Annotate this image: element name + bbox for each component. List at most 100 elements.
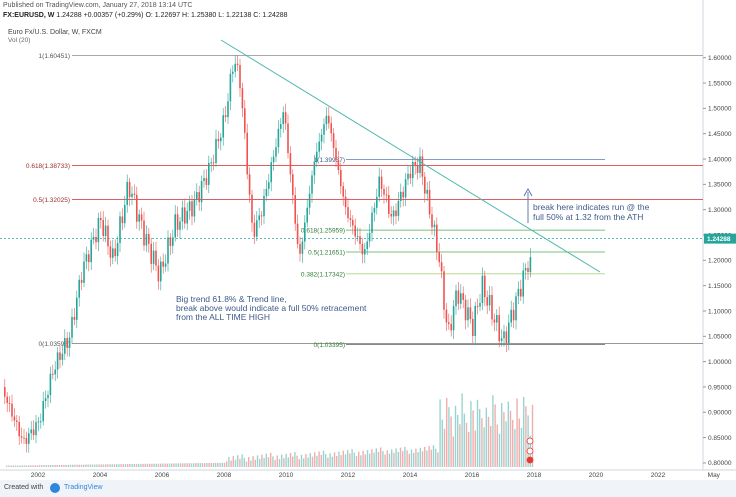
- volume-bar: [10, 465, 12, 467]
- candle-body: [337, 160, 340, 170]
- volume-bar: [12, 465, 14, 467]
- volume-bar: [184, 463, 186, 467]
- volume-bar: [14, 465, 17, 467]
- volume-bar: [243, 457, 245, 467]
- candle-body: [172, 237, 174, 246]
- candle-body: [270, 162, 272, 183]
- candle-body: [392, 210, 395, 217]
- y-tick-label: 1.00000: [708, 359, 732, 366]
- candle-body: [378, 176, 380, 197]
- candle-body: [169, 237, 172, 246]
- volume-bar: [465, 422, 468, 467]
- volume-bar: [164, 463, 166, 467]
- candle-body: [191, 201, 193, 217]
- volume-bar: [443, 428, 446, 467]
- volume-bar: [76, 464, 78, 467]
- volume-bar: [28, 465, 30, 467]
- candle-body: [428, 189, 431, 215]
- candle-body: [452, 306, 455, 331]
- candle-body: [419, 156, 421, 173]
- candle-body: [184, 207, 186, 224]
- volume-bar: [254, 459, 256, 467]
- candle-body: [97, 217, 100, 243]
- published-line: Published on TradingView.com, January 27…: [3, 2, 193, 9]
- volume-bar: [298, 459, 300, 467]
- candle-body: [119, 216, 121, 244]
- plot-area: [0, 34, 703, 474]
- candle-body: [148, 233, 150, 244]
- volume-bar: [397, 452, 399, 467]
- volume-bar: [303, 458, 305, 467]
- volume-bar: [45, 465, 47, 467]
- volume-bar: [432, 445, 435, 467]
- candle-body: [23, 437, 25, 439]
- volume-bar: [404, 446, 406, 467]
- created-with: Created with: [4, 484, 44, 491]
- candle-body: [474, 306, 476, 336]
- candle-body: [59, 352, 61, 360]
- price-chart[interactable]: 1.60000 1.55000 1.50000 1.45000 1.40000 1.350…: [0, 0, 736, 480]
- volume-bar: [439, 399, 441, 467]
- candle-body: [488, 294, 491, 306]
- volume-bar: [278, 459, 281, 467]
- y-tick-label: 1.05000: [708, 334, 732, 341]
- x-tick-label: 2016: [465, 472, 480, 479]
- candle-body: [284, 112, 287, 124]
- last-price-badge-text: 1.24288: [707, 236, 731, 243]
- candle-body: [131, 193, 133, 198]
- volume-bar: [437, 452, 439, 467]
- candle-body: [188, 201, 191, 211]
- volume-bar: [476, 399, 479, 467]
- candle-body: [476, 306, 479, 308]
- volume-bar: [307, 457, 309, 467]
- candle-body: [239, 65, 241, 89]
- volume-bar: [413, 453, 415, 467]
- brand-link[interactable]: TradingView: [64, 484, 103, 491]
- candle-body: [54, 369, 56, 375]
- volume-bar: [525, 406, 527, 467]
- volume-bar: [338, 451, 340, 467]
- volume-bar: [6, 465, 8, 467]
- volume-bar: [58, 464, 61, 467]
- volume-bar: [459, 424, 461, 467]
- candle-body: [347, 207, 349, 219]
- candle-body: [61, 353, 64, 360]
- volume-bar: [364, 454, 366, 467]
- y-tick-label: 0.80000: [708, 460, 732, 467]
- x-tick-label: 2006: [155, 472, 170, 479]
- candle-body: [359, 236, 361, 244]
- candle-body: [275, 147, 277, 157]
- volume-bar: [314, 452, 316, 467]
- volume-bar: [113, 464, 116, 467]
- volume-bar: [531, 404, 534, 467]
- volume-bar: [336, 455, 338, 467]
- candle-body: [529, 257, 532, 273]
- volume-bar: [69, 464, 72, 467]
- note-trend-line3: from the ALL TIME HIGH: [176, 312, 270, 322]
- candle-body: [76, 297, 78, 320]
- volume-bar: [111, 464, 113, 467]
- candle-body: [493, 319, 496, 323]
- candle-body: [390, 214, 392, 217]
- candle-body: [424, 176, 426, 194]
- candle-body: [83, 261, 85, 283]
- candle-body: [330, 123, 332, 134]
- volume-bar: [80, 464, 83, 467]
- candle-body: [160, 261, 162, 282]
- fib-label-small: 0(1.03395): [314, 342, 345, 349]
- candle-body: [85, 254, 88, 262]
- last-price: 1.24288: [56, 12, 82, 19]
- volume-bar: [21, 465, 23, 467]
- candle-body: [157, 265, 160, 282]
- volume-bar: [102, 464, 105, 467]
- candle-body: [416, 165, 419, 173]
- candle-body: [47, 395, 49, 399]
- volume-bar: [98, 464, 100, 467]
- candle-body: [349, 218, 352, 220]
- candle-body: [8, 402, 11, 404]
- candle-body: [241, 88, 244, 109]
- candle-body: [268, 182, 270, 189]
- candle-body: [342, 186, 344, 197]
- note-break-line1: break here indicates run @ the: [533, 202, 650, 212]
- volume-bar: [52, 465, 54, 467]
